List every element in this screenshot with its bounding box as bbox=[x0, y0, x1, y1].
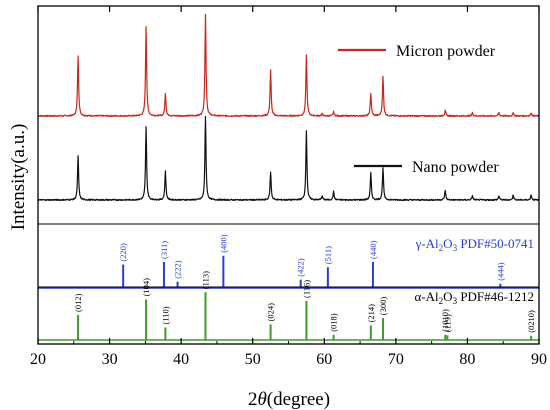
reference-gamma-label: γ-Al2O3 PDF#50-0741 bbox=[415, 236, 534, 253]
reference-miller-label-alpha-4: (024) bbox=[266, 303, 276, 322]
x-tick-label-5: 70 bbox=[388, 351, 404, 368]
reference-miller-label-gamma-0: (220) bbox=[118, 243, 128, 262]
x-tick-label-6: 80 bbox=[459, 351, 475, 368]
plot-area: (220) (311) (222) (400) (422) (511) (440) (444)… bbox=[30, 5, 547, 368]
reference-miller-label-gamma-4: (422) bbox=[296, 258, 306, 277]
x-axis-title: 2θ(degree) bbox=[248, 389, 330, 410]
x-tick-label-0: 20 bbox=[30, 351, 46, 368]
reference-miller-label-gamma-6: (440) bbox=[368, 240, 378, 259]
legend-micron-label: Micron powder bbox=[396, 43, 496, 60]
series-line-nano bbox=[37, 115, 540, 202]
x-tick-label-3: 50 bbox=[245, 351, 261, 368]
reference-miller-label-gamma-7: (444) bbox=[495, 262, 505, 281]
reference-miller-label-alpha-11: (0210) bbox=[526, 310, 536, 333]
y-axis-title: Intensity(a.u.) bbox=[8, 124, 29, 231]
reference-miller-label-gamma-2: (222) bbox=[173, 260, 183, 279]
reference-miller-label-alpha-9: (1010) bbox=[440, 309, 450, 332]
reference-miller-label-alpha-6: (018) bbox=[329, 313, 339, 332]
x-tick-label-1: 30 bbox=[102, 351, 118, 368]
reference-miller-label-gamma-1: (311) bbox=[159, 241, 169, 259]
reference-miller-label-alpha-7: (214) bbox=[366, 304, 376, 323]
legend-micron: Micron powder bbox=[338, 43, 496, 60]
x-tick-label-2: 40 bbox=[173, 351, 189, 368]
legend-nano-label: Nano powder bbox=[412, 159, 499, 176]
reference-miller-label-gamma-5: (511) bbox=[323, 246, 333, 264]
reference-miller-label-alpha-0: (012) bbox=[73, 293, 83, 312]
x-tick-label-4: 60 bbox=[316, 351, 332, 368]
reference-miller-label-alpha-2: (110) bbox=[160, 306, 170, 324]
reference-miller-label-alpha-8: (300) bbox=[378, 297, 388, 316]
reference-alpha-label: α-Al2O3 PDF#46-1212 bbox=[415, 289, 534, 306]
reference-miller-label-alpha-3: (113) bbox=[201, 271, 211, 289]
legend-nano: Nano powder bbox=[354, 159, 499, 176]
x-tick-label-7: 90 bbox=[531, 351, 547, 368]
reference-miller-label-alpha-10: (119) bbox=[442, 314, 452, 332]
reference-miller-label-alpha-5: (116) bbox=[301, 280, 311, 298]
series-line-micron bbox=[37, 13, 540, 118]
reference-miller-label-gamma-3: (400) bbox=[218, 234, 228, 253]
